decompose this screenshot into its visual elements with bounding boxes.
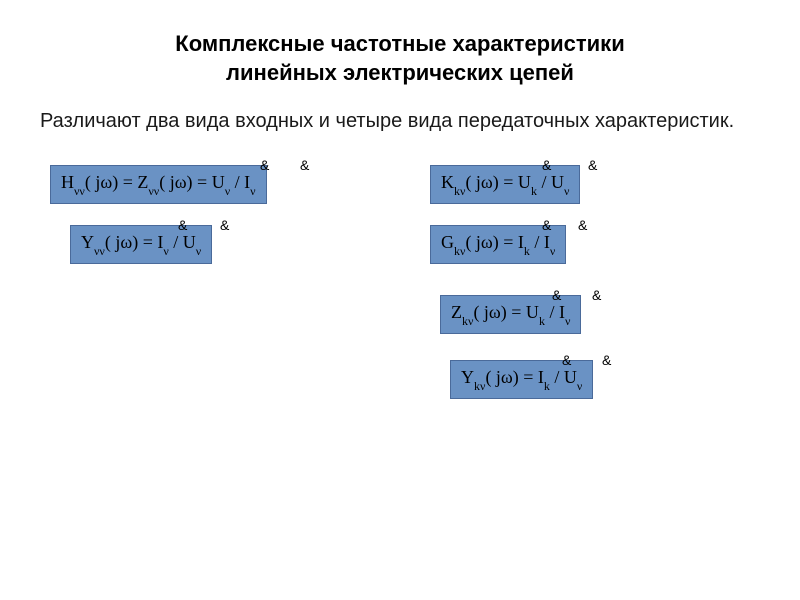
amp-icon: & bbox=[552, 287, 561, 303]
subtitle-text: Различают два вида входных и четыре вида… bbox=[40, 107, 760, 135]
formula-1: Hνν( jω) = Zνν( jω) = Uν / Iν bbox=[50, 165, 267, 204]
amp-icon: & bbox=[260, 157, 269, 173]
formulas-area: Hνν( jω) = Zνν( jω) = Uν / Iν & & Yνν( j… bbox=[40, 165, 760, 515]
formula-6: Ykν( jω) = Ik / Uν bbox=[450, 360, 593, 399]
amp-icon: & bbox=[602, 352, 611, 368]
amp-icon: & bbox=[300, 157, 309, 173]
amp-icon: & bbox=[220, 217, 229, 233]
amp-icon: & bbox=[588, 157, 597, 173]
title-line-2: линейных электрических цепей bbox=[226, 60, 574, 85]
amp-icon: & bbox=[562, 352, 571, 368]
amp-icon: & bbox=[592, 287, 601, 303]
formula-3: Kkν( jω) = Uk / Uν bbox=[430, 165, 580, 204]
page-title: Комплексные частотные характеристики лин… bbox=[40, 30, 760, 87]
amp-icon: & bbox=[178, 217, 187, 233]
amp-icon: & bbox=[542, 157, 551, 173]
amp-icon: & bbox=[542, 217, 551, 233]
formula-2: Yνν( jω) = Iν / Uν bbox=[70, 225, 212, 264]
title-line-1: Комплексные частотные характеристики bbox=[175, 31, 624, 56]
amp-icon: & bbox=[578, 217, 587, 233]
